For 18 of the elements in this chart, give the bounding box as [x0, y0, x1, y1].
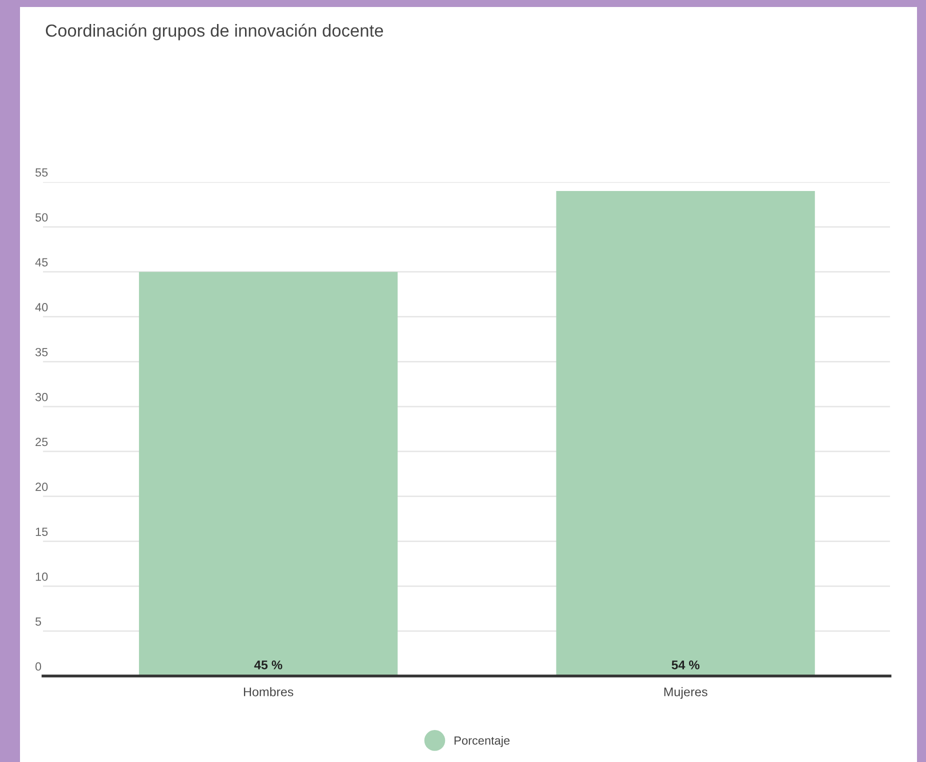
x-tick-label: Hombres: [244, 687, 294, 696]
y-tick-label: 45: [35, 258, 48, 266]
y-tick-label: 15: [36, 528, 48, 536]
y-tick-label: 35: [35, 348, 48, 356]
y-tick-label: 20: [36, 482, 48, 492]
y-tick-label: 30: [35, 392, 48, 402]
y-tick-label: 55: [35, 168, 48, 177]
chart-title: Coordinación grupos de innovación docente: [46, 24, 384, 40]
legend-label: Porcentaje: [454, 736, 510, 748]
data-label: 45 %: [254, 660, 282, 670]
y-tick-label: 5: [35, 618, 42, 626]
data-label: 54 %: [672, 660, 700, 670]
x-tick-label: Mujeres: [664, 687, 708, 699]
y-tick-label: 10: [36, 572, 48, 581]
y-tick-label: 50: [35, 213, 48, 222]
y-tick-label: 25: [36, 438, 48, 446]
y-tick-label: 40: [35, 303, 48, 312]
y-tick-label: 0: [35, 662, 42, 671]
